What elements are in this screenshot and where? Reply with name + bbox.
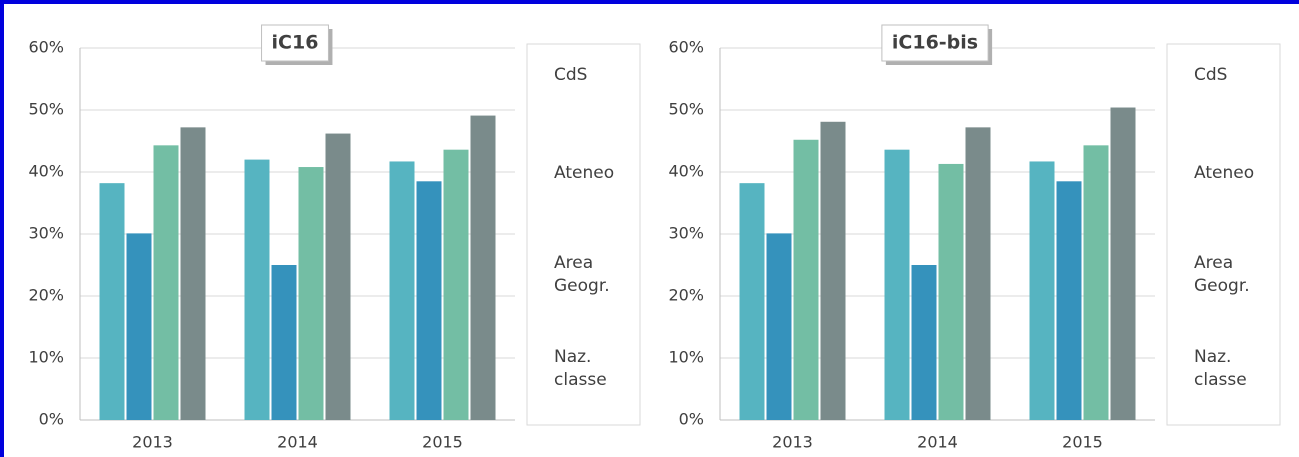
y-tick-label: 30% — [28, 224, 64, 243]
bar — [965, 127, 991, 421]
x-tick-label: 2015 — [1062, 433, 1103, 452]
x-tick-label: 2013 — [132, 433, 173, 452]
y-tick-label: 50% — [28, 100, 64, 119]
y-tick-label: 20% — [668, 286, 704, 305]
legend-label: CdS — [1194, 65, 1228, 85]
bar — [1110, 107, 1136, 421]
x-tick-label: 2014 — [917, 433, 958, 452]
y-tick-label: 10% — [668, 348, 704, 367]
legend-label: Ateneo — [1194, 163, 1255, 183]
bar — [884, 149, 910, 420]
bar — [153, 145, 179, 420]
bar — [911, 265, 937, 420]
title-box — [261, 24, 329, 62]
legend-entry: Area Geogr. — [1180, 252, 1278, 298]
legend-label: Area Geogr. — [554, 253, 610, 296]
bar — [99, 183, 125, 420]
bar — [938, 163, 964, 420]
legend-label: Ateneo — [554, 163, 615, 183]
legend-box — [1166, 43, 1281, 426]
x-tick-label: 2015 — [422, 433, 463, 452]
bar — [766, 233, 792, 420]
y-tick-label: 40% — [668, 162, 704, 181]
legend-entry: CdS — [540, 64, 638, 87]
bar — [244, 159, 270, 420]
legend-box — [526, 43, 641, 426]
chart-title: iC16 — [272, 32, 319, 54]
y-tick-label: 20% — [28, 286, 64, 305]
bar — [325, 133, 351, 420]
y-tick-label: 40% — [28, 162, 64, 181]
y-tick-label: 30% — [668, 224, 704, 243]
bar — [416, 181, 442, 420]
bar — [1056, 181, 1082, 420]
bar — [739, 183, 765, 420]
legend-entry: CdS — [1180, 64, 1278, 87]
bar — [271, 265, 297, 420]
bar — [470, 115, 496, 420]
legend-label: CdS — [554, 65, 588, 85]
bar — [1083, 145, 1109, 420]
legend-label: Area Geogr. — [1194, 253, 1250, 296]
legend-entry: Ateneo — [1180, 162, 1278, 185]
bar — [820, 121, 846, 420]
legend-entry: Area Geogr. — [540, 252, 638, 298]
bar — [443, 149, 469, 420]
y-tick-label: 0% — [679, 410, 704, 429]
y-tick-label: 60% — [28, 38, 64, 57]
bar — [126, 233, 152, 420]
bar — [1029, 161, 1055, 420]
bar — [793, 139, 819, 420]
chart-title: iC16-bis — [892, 32, 978, 54]
y-tick-label: 60% — [668, 38, 704, 57]
legend-entry: Ateneo — [540, 162, 638, 185]
legend-entry: Naz. classe — [1180, 346, 1278, 392]
legend-label: Naz. classe — [1194, 347, 1247, 390]
bar — [180, 127, 206, 421]
title-box — [881, 24, 989, 62]
y-tick-label: 0% — [39, 410, 64, 429]
x-tick-label: 2014 — [277, 433, 318, 452]
legend-label: Naz. classe — [554, 347, 607, 390]
y-tick-label: 10% — [28, 348, 64, 367]
bar — [389, 161, 415, 420]
bar — [298, 167, 324, 420]
y-tick-label: 50% — [668, 100, 704, 119]
legend-entry: Naz. classe — [540, 346, 638, 392]
x-tick-label: 2013 — [772, 433, 813, 452]
